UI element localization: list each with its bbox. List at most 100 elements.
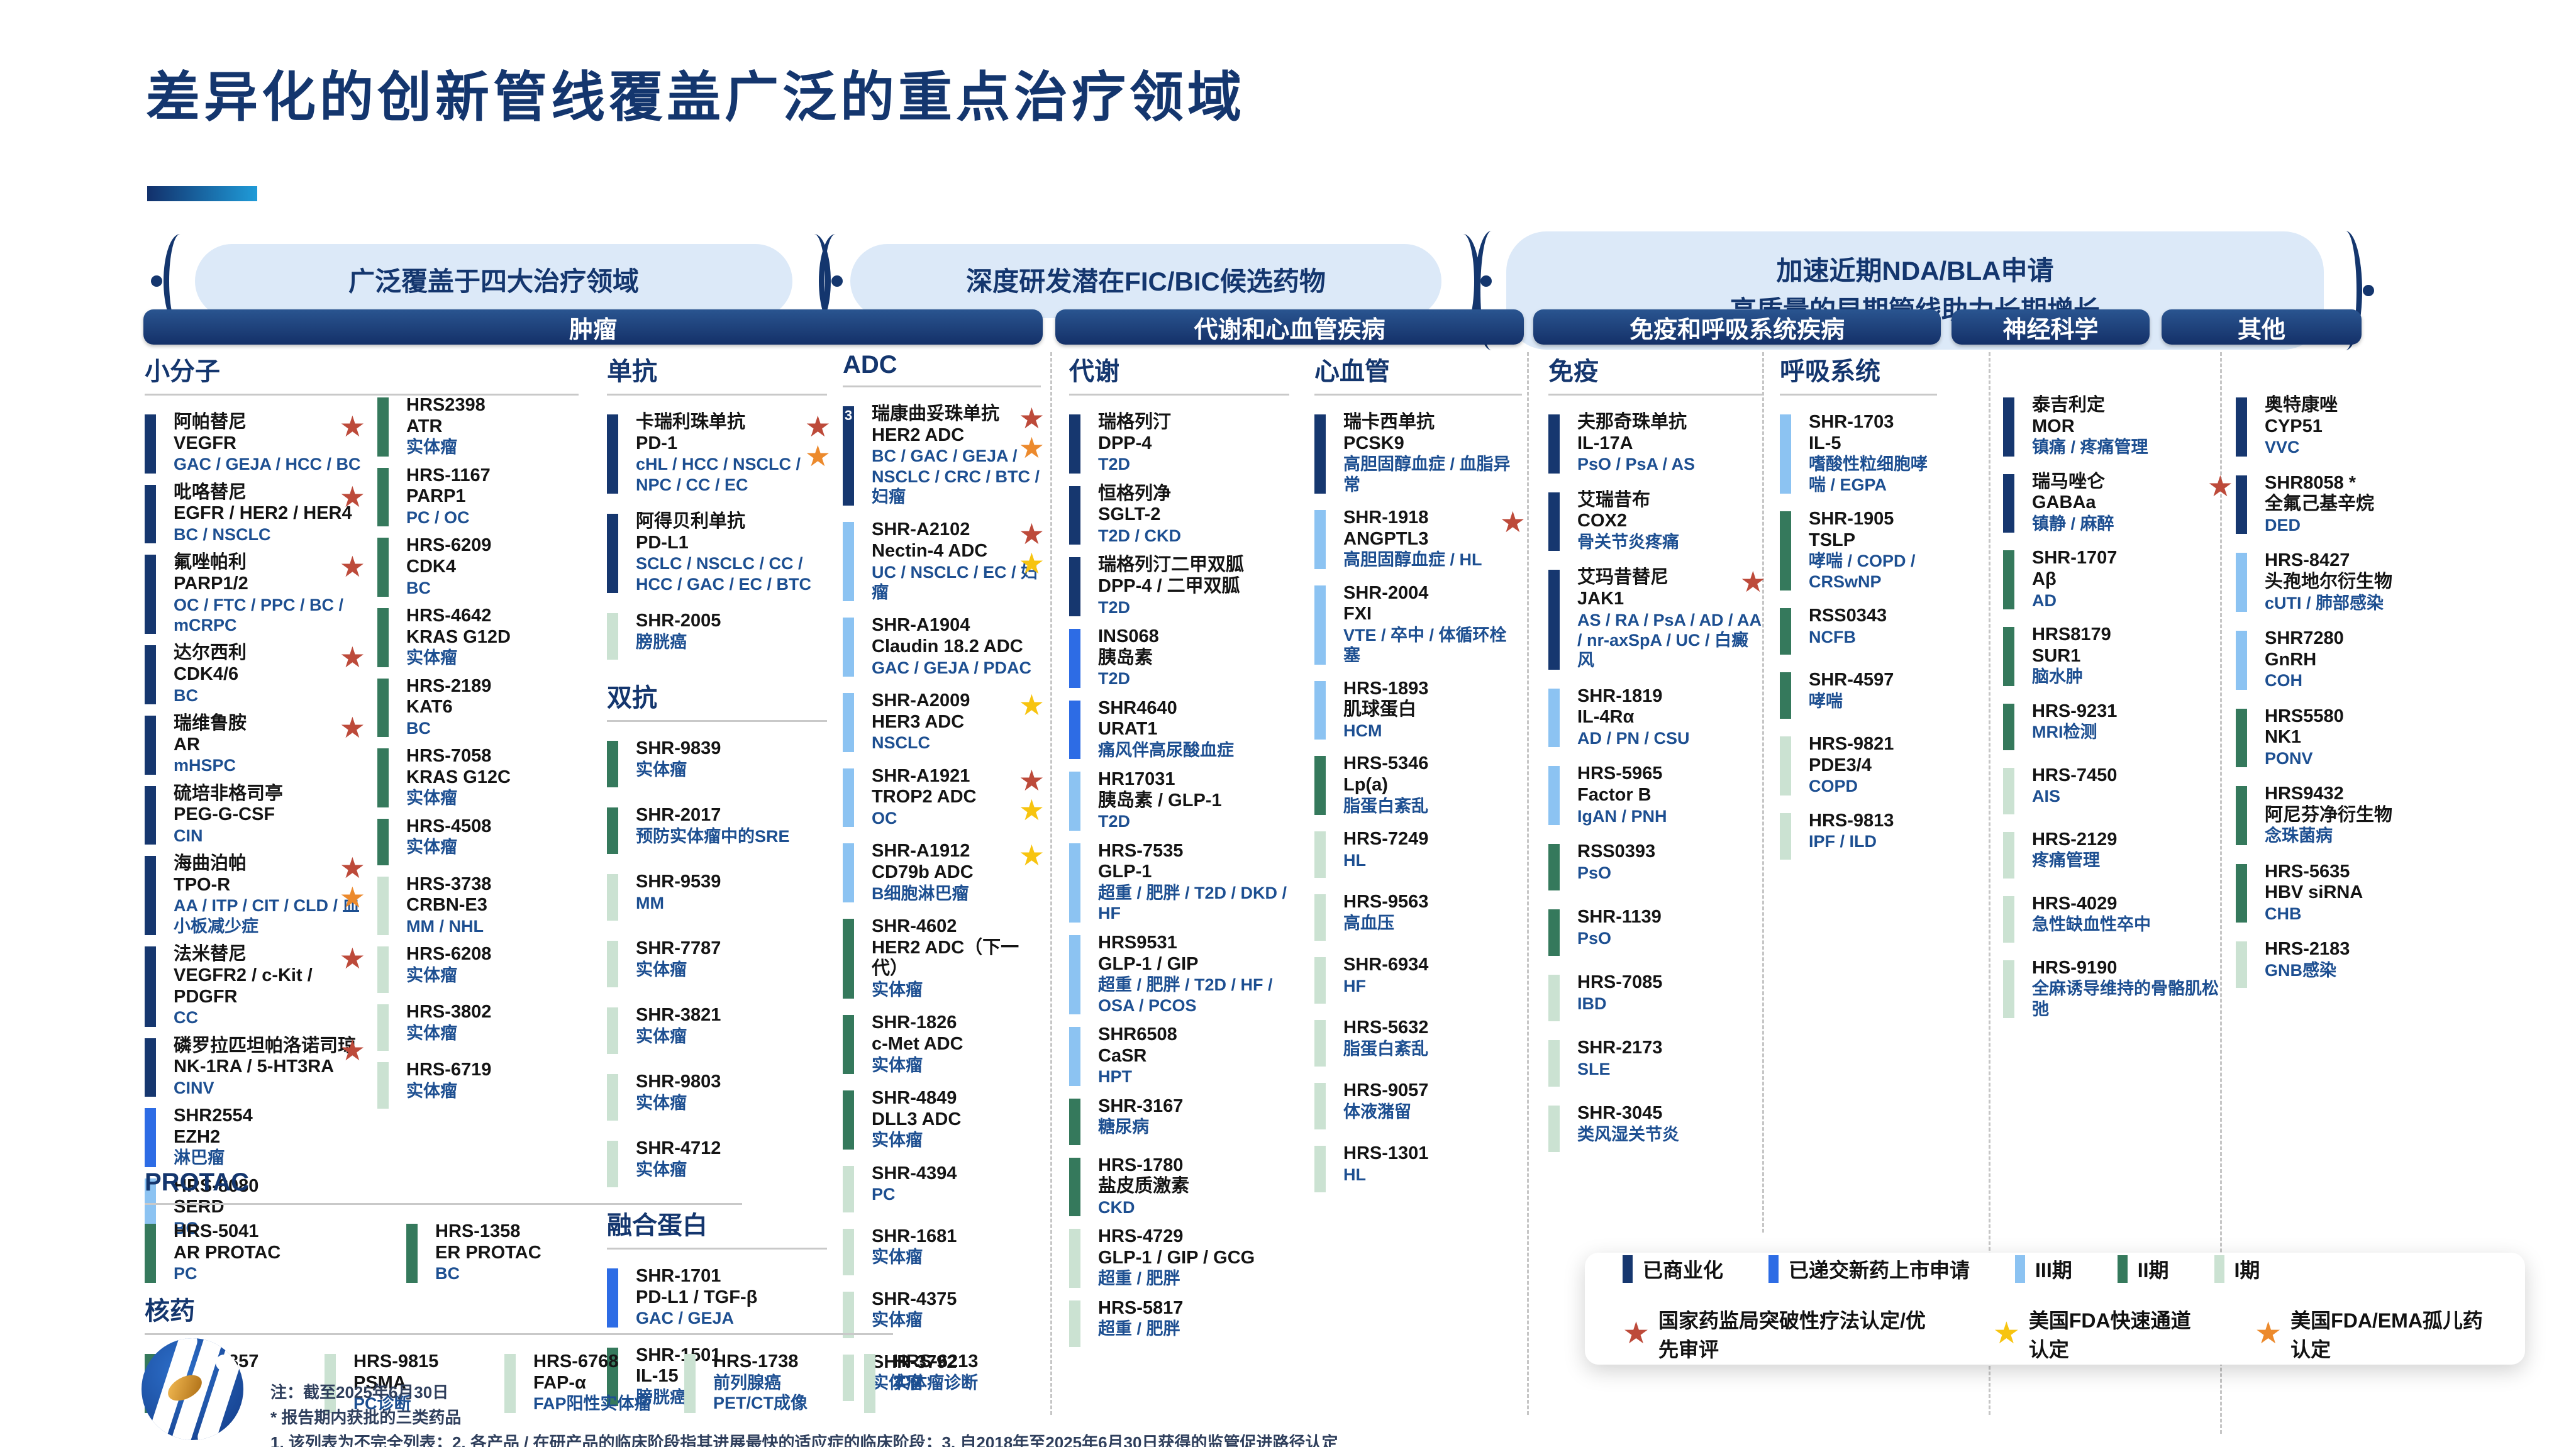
pipeline-cell: HRS-4642 KRAS G12D 实体瘤 bbox=[377, 606, 594, 668]
drug-name: HRS-7085 bbox=[1577, 972, 1663, 992]
pipeline-cell: SHR-A2102 Nectin-4 ADC UC / NSCLC / EC / 妇… bbox=[843, 519, 1045, 602]
drug-name: SHR-9539 bbox=[636, 872, 721, 892]
star-icon-red: ★ bbox=[339, 641, 365, 674]
pipeline-cell: 泰吉利定 MOR 镇痛 / 疼痛管理 bbox=[2003, 395, 2229, 458]
pipeline-cell: SHR-A2009 HER3 ADC NSCLC ★ bbox=[843, 690, 1045, 753]
drug-indication: 骨关节炎疼痛 bbox=[1577, 532, 1679, 552]
drug-name: HRS-1358 bbox=[435, 1221, 521, 1241]
drug-target: PDE3/4 bbox=[1809, 755, 1872, 775]
drug-indication: OC / FTC / PPC / BC / mCRPC bbox=[174, 595, 344, 635]
pipeline-cell: HRS-4029 急性缺血性卒中 bbox=[2003, 894, 2229, 944]
drug-target: HER2 ADC（下一代） bbox=[872, 937, 1019, 979]
designation-stars: ★ bbox=[340, 482, 365, 512]
drug-name: 阿得贝利单抗 bbox=[636, 511, 746, 532]
drug-indication: PsO / PsA / AS bbox=[1577, 455, 1696, 474]
footnote-line: 1. 该列表为不完全列表；2. 各产品 / 在研产品的临床阶段指其进展最快的适应… bbox=[270, 1433, 1338, 1447]
drug-indication: AIS bbox=[2032, 787, 2061, 806]
drug-indication: BC bbox=[174, 685, 198, 705]
phase-bar bbox=[843, 1090, 854, 1150]
designation-stars: ★ bbox=[1019, 841, 1045, 870]
drug-indication: PC诊断 bbox=[353, 1394, 411, 1414]
legend-phase-label: I期 bbox=[2234, 1259, 2260, 1282]
pipeline-cell: SHR-9839 实体瘤 bbox=[607, 738, 827, 789]
drug-indication: MM bbox=[636, 893, 664, 912]
phase-bar bbox=[1069, 1157, 1080, 1217]
pipeline-cell: HRS-6768 FAP-α FAP阳性实体瘤 bbox=[504, 1351, 665, 1414]
drug-name: SHR2554 bbox=[174, 1106, 253, 1126]
phase-bar bbox=[1780, 414, 1791, 494]
drug-target: c-Met ADC bbox=[872, 1033, 963, 1054]
pipeline-cell: SHR8058 * 全氟己基辛烷 DED bbox=[2236, 473, 2484, 536]
drug-indication: SCLC / NSCLC / CC / HCC / GAC / EC / BTC bbox=[636, 554, 812, 594]
drug-name: HRS-4508 bbox=[406, 816, 492, 836]
drug-name: 法米替尼 bbox=[174, 944, 247, 965]
star-icon-red: ★ bbox=[804, 410, 831, 443]
drug-indication: GAC / GEJA / HCC / BC bbox=[174, 455, 361, 474]
phase-bar bbox=[1548, 414, 1560, 474]
pipeline-cell: SHR-2004 FXI VTE / 卒中 / 体循环栓塞 bbox=[1314, 583, 1522, 666]
drug-indication: 膀胱癌 bbox=[636, 632, 687, 651]
subsection-label-nuclear: 核药 bbox=[145, 1290, 893, 1335]
drug-indication: 念珠菌病 bbox=[2265, 826, 2333, 846]
phase-bar bbox=[377, 538, 389, 597]
phase-bar bbox=[1548, 688, 1560, 748]
legend-star-row: ★ 国家药监局突破性疗法认定/优先审评 ★ 美国FDA快速通道认定 ★ 美国FDA/EMA… bbox=[1623, 1305, 2487, 1363]
drug-target: GLP-1 bbox=[1098, 862, 1152, 882]
star-icon-red: ★ bbox=[339, 480, 365, 513]
drug-target: SERD bbox=[174, 1197, 225, 1217]
pipeline-cell: HR17031 胰岛素 / GLP-1 T2D bbox=[1069, 769, 1289, 832]
pipeline-cell: RSS0393 PsO bbox=[1548, 841, 1762, 892]
pipeline-cell: SHR-1819 IL-4Rα AD / PN / CSU bbox=[1548, 686, 1762, 749]
drug-name: SHR-4597 bbox=[1809, 670, 1894, 690]
drug-indication: HL bbox=[1343, 850, 1366, 870]
banner-text: 深度研发潜在FIC/BIC候选药物 bbox=[966, 266, 1326, 296]
pipeline-cell: HRS-5346 Lp(a) 脂蛋白紊乱 bbox=[1314, 753, 1522, 816]
drug-name: 艾玛昔替尼 bbox=[1577, 567, 1669, 588]
drug-name: HRS9531 bbox=[1098, 932, 1177, 953]
drug-name: HRS-6209 bbox=[406, 535, 492, 556]
phase-bar bbox=[1314, 510, 1326, 569]
phase-bar bbox=[607, 1347, 618, 1407]
drug-name: SHR-4602 bbox=[872, 916, 957, 937]
star-icon-red: ★ bbox=[1740, 565, 1766, 599]
banner-paren-left bbox=[164, 234, 197, 328]
drug-name: HRS-9563 bbox=[1343, 891, 1429, 912]
pipeline-cell: SHR-1139 PsO bbox=[1548, 907, 1762, 957]
pipeline-cell: SHR-4849 DLL3 ADC 实体瘤 bbox=[843, 1088, 1041, 1151]
subsection-label: 呼吸系统 bbox=[1780, 351, 1937, 396]
drug-name: RSS0393 bbox=[1577, 841, 1656, 862]
legend-phase-chip bbox=[1623, 1255, 1633, 1283]
pipeline-cell: HRS5580 NK1 PONV bbox=[2236, 706, 2484, 769]
pipeline-cell: SHR-1905 TSLP 哮喘 / COPD / CRSwNP bbox=[1780, 509, 1937, 592]
drug-target: FXI bbox=[1343, 604, 1372, 624]
drug-indication: BC bbox=[406, 578, 431, 597]
drug-name: SHR-2173 bbox=[1577, 1037, 1663, 1058]
drug-indication: 实体瘤 bbox=[406, 789, 457, 808]
section-header-metab-cardio: 代谢和心血管疾病 bbox=[1055, 309, 1524, 345]
phase-bar bbox=[1314, 894, 1326, 941]
phase-bar bbox=[1069, 414, 1080, 474]
pipeline-cell: 阿得贝利单抗 PD-L1 SCLC / NSCLC / CC / HCC / GAC… bbox=[607, 511, 827, 594]
drug-name: 海曲泊帕 bbox=[174, 853, 247, 874]
drug-indication: 实体瘤 bbox=[406, 1082, 457, 1101]
phase-bar bbox=[843, 1165, 854, 1212]
drug-indication: T2D bbox=[1098, 812, 1131, 831]
drug-target: HER3 ADC bbox=[872, 711, 965, 732]
drug-name: SHR-2004 bbox=[1343, 582, 1429, 603]
drug-indication: 高胆固醇血症 / HL bbox=[1343, 550, 1482, 570]
star-icon-red: ★ bbox=[339, 942, 365, 975]
pipeline-cell: HRS2398 ATR 实体瘤 bbox=[377, 395, 594, 458]
drug-indication: CIN bbox=[174, 826, 203, 845]
pipeline-cell: SHR-9803 实体瘤 bbox=[607, 1072, 827, 1122]
subsection-label: 代谢 bbox=[1069, 351, 1289, 396]
pipeline-cell: SHR-7787 实体瘤 bbox=[607, 938, 827, 989]
drug-target: PARP1/2 bbox=[174, 573, 248, 594]
pipeline-cell: HRS-5632 脂蛋白紊乱 bbox=[1314, 1017, 1522, 1068]
legend-phase-chip bbox=[1768, 1255, 1779, 1283]
drug-name: HRS-7535 bbox=[1098, 840, 1184, 861]
drug-name: 瑞格列汀 bbox=[1098, 412, 1172, 432]
phase-bar bbox=[504, 1354, 516, 1413]
drug-indication: B细胞淋巴瘤 bbox=[872, 884, 969, 903]
star-icon-orange: ★ bbox=[804, 439, 831, 472]
